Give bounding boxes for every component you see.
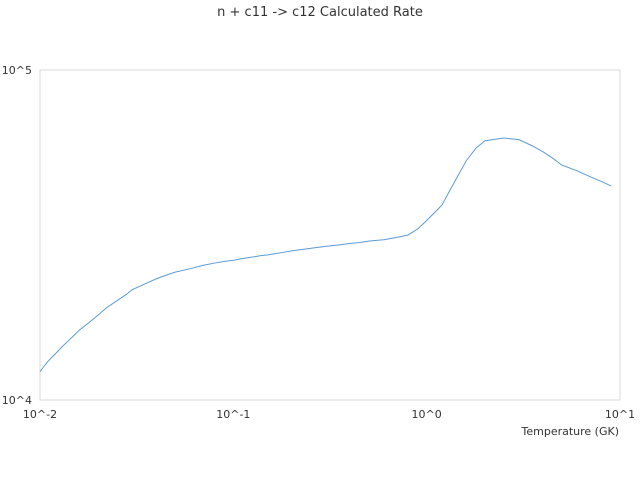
x-tick-label: 10^-1: [216, 408, 250, 421]
x-tick-label: 10^1: [605, 408, 635, 421]
series-line: [39, 137, 612, 372]
x-tick-label: 10^-2: [23, 408, 57, 421]
x-axis-ticks: 10^-2 10^-1 10^0 10^1: [23, 408, 635, 421]
y-tick-label: 10^4: [2, 394, 32, 407]
plot-frame: [39, 69, 621, 401]
x-tick-label: 10^0: [412, 408, 442, 421]
y-tick-label: 10^5: [2, 64, 32, 77]
chart-title: n + c11 -> c12 Calculated Rate: [217, 5, 423, 20]
y-axis-ticks: 10^4 10^5: [2, 64, 32, 407]
x-axis-label: Temperature (GK): [521, 425, 620, 438]
